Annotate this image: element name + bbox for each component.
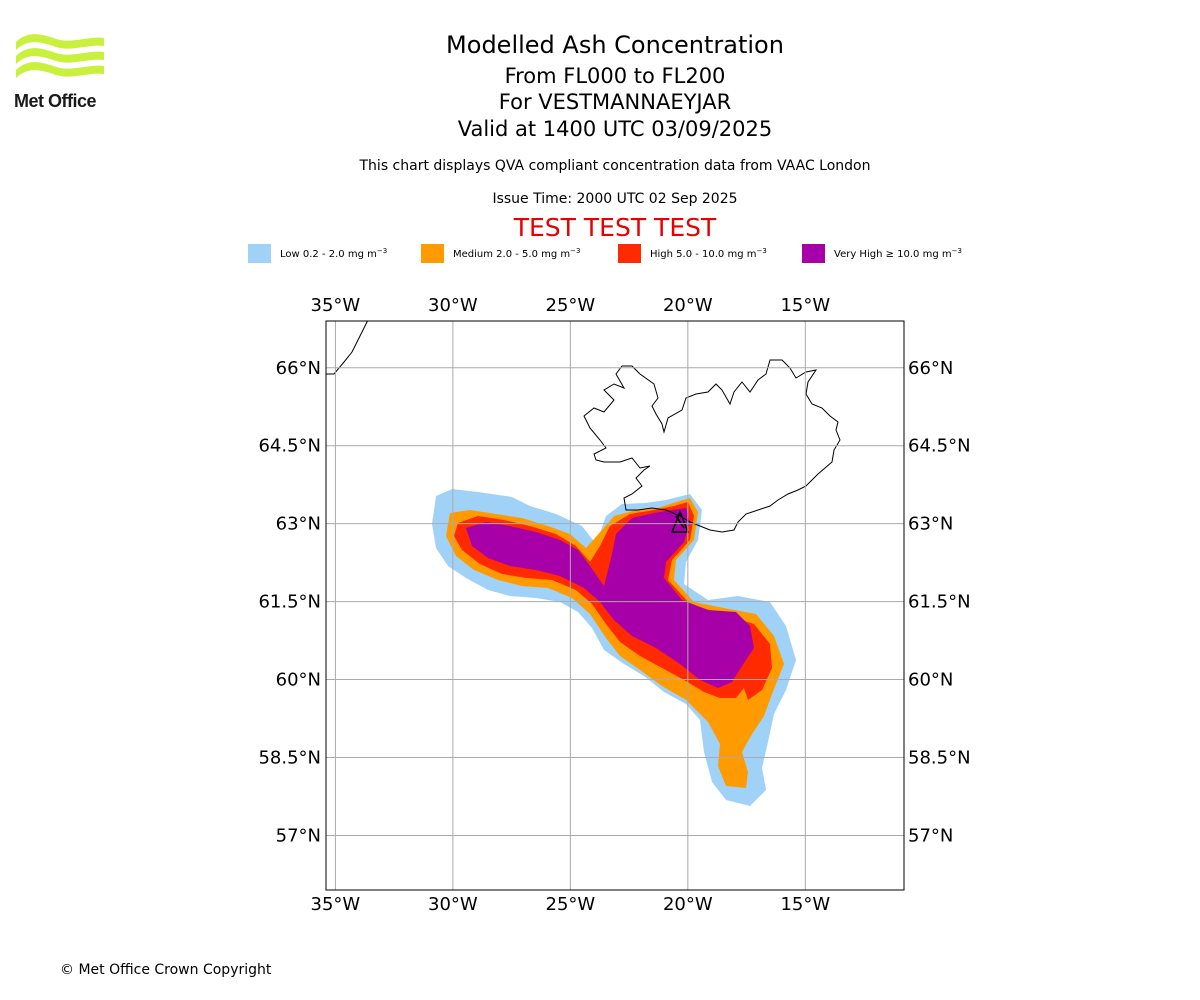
legend-label-very-high: Very High ≥ 10.0 mg m: [834, 249, 952, 260]
lat-tick-label-right: 64.5°N: [908, 436, 971, 457]
map-tick-labels: 35°W 35°W 30°W 30°W 25°W 25°W 20°W 20°W 15°W 15°W…: [258, 295, 970, 915]
legend-swatch-medium: [421, 244, 444, 263]
map-frame: [325, 320, 905, 891]
flight-level-range: From FL000 to FL200: [504, 64, 726, 88]
lat-tick-label-left: 63°N: [276, 514, 321, 535]
lon-tick-label-top: 15°W: [780, 295, 830, 316]
lon-tick-label-top: 35°W: [311, 295, 361, 316]
test-banner: TEST TEST TEST: [513, 213, 717, 242]
lat-tick-label-left: 64.5°N: [258, 436, 321, 457]
issue-time: Issue Time: 2000 UTC 02 Sep 2025: [492, 191, 738, 207]
lat-tick-label-left: 60°N: [276, 670, 321, 691]
lat-tick-label-right: 66°N: [908, 358, 953, 379]
lat-tick-label-right: 60°N: [908, 670, 953, 691]
lat-tick-label-left: 66°N: [276, 358, 321, 379]
map-gridlines: [326, 321, 904, 890]
lon-tick-label-bottom: 25°W: [546, 894, 596, 915]
greenland-coastline: [326, 321, 369, 375]
legend-label-low: Low 0.2 - 2.0 mg m: [280, 249, 377, 260]
lon-tick-label-top: 25°W: [546, 295, 596, 316]
lon-tick-label-bottom: 20°W: [663, 894, 713, 915]
legend-label-medium: Medium 2.0 - 5.0 mg m: [453, 249, 571, 260]
met-office-waves-icon: [16, 34, 104, 78]
legend-swatch-low: [248, 244, 271, 263]
met-office-logo-text: Met Office: [14, 91, 97, 111]
met-office-logo: Met Office: [14, 30, 108, 114]
chart-title: Modelled Ash Concentration: [446, 31, 784, 59]
compliance-note: This chart displays QVA compliant concen…: [359, 158, 871, 174]
lon-tick-label-bottom: 35°W: [311, 894, 361, 915]
lon-tick-label-bottom: 15°W: [780, 894, 830, 915]
lon-tick-label-top: 30°W: [428, 295, 478, 316]
lon-tick-label-bottom: 30°W: [428, 894, 478, 915]
legend-swatch-very-high: [802, 244, 825, 263]
lon-tick-label-top: 20°W: [663, 295, 713, 316]
volcano-name: For VESTMANNAEYJAR: [498, 90, 732, 114]
valid-time: Valid at 1400 UTC 03/09/2025: [457, 117, 773, 141]
lat-tick-label-right: 58.5°N: [908, 747, 971, 768]
volcano-marker-icon: [670, 509, 690, 533]
copyright-notice: © Met Office Crown Copyright: [60, 962, 272, 978]
legend-swatch-high: [618, 244, 641, 263]
lat-tick-label-left: 57°N: [276, 825, 321, 846]
lat-tick-label-right: 63°N: [908, 514, 953, 535]
ash-very-high-zone: [466, 508, 754, 688]
lat-tick-label-right: 61.5°N: [908, 592, 971, 613]
legend-label-high: High 5.0 - 10.0 mg m: [650, 249, 757, 260]
lat-tick-label-right: 57°N: [908, 825, 953, 846]
lat-tick-label-left: 61.5°N: [258, 592, 321, 613]
lat-tick-label-left: 58.5°N: [258, 747, 321, 768]
